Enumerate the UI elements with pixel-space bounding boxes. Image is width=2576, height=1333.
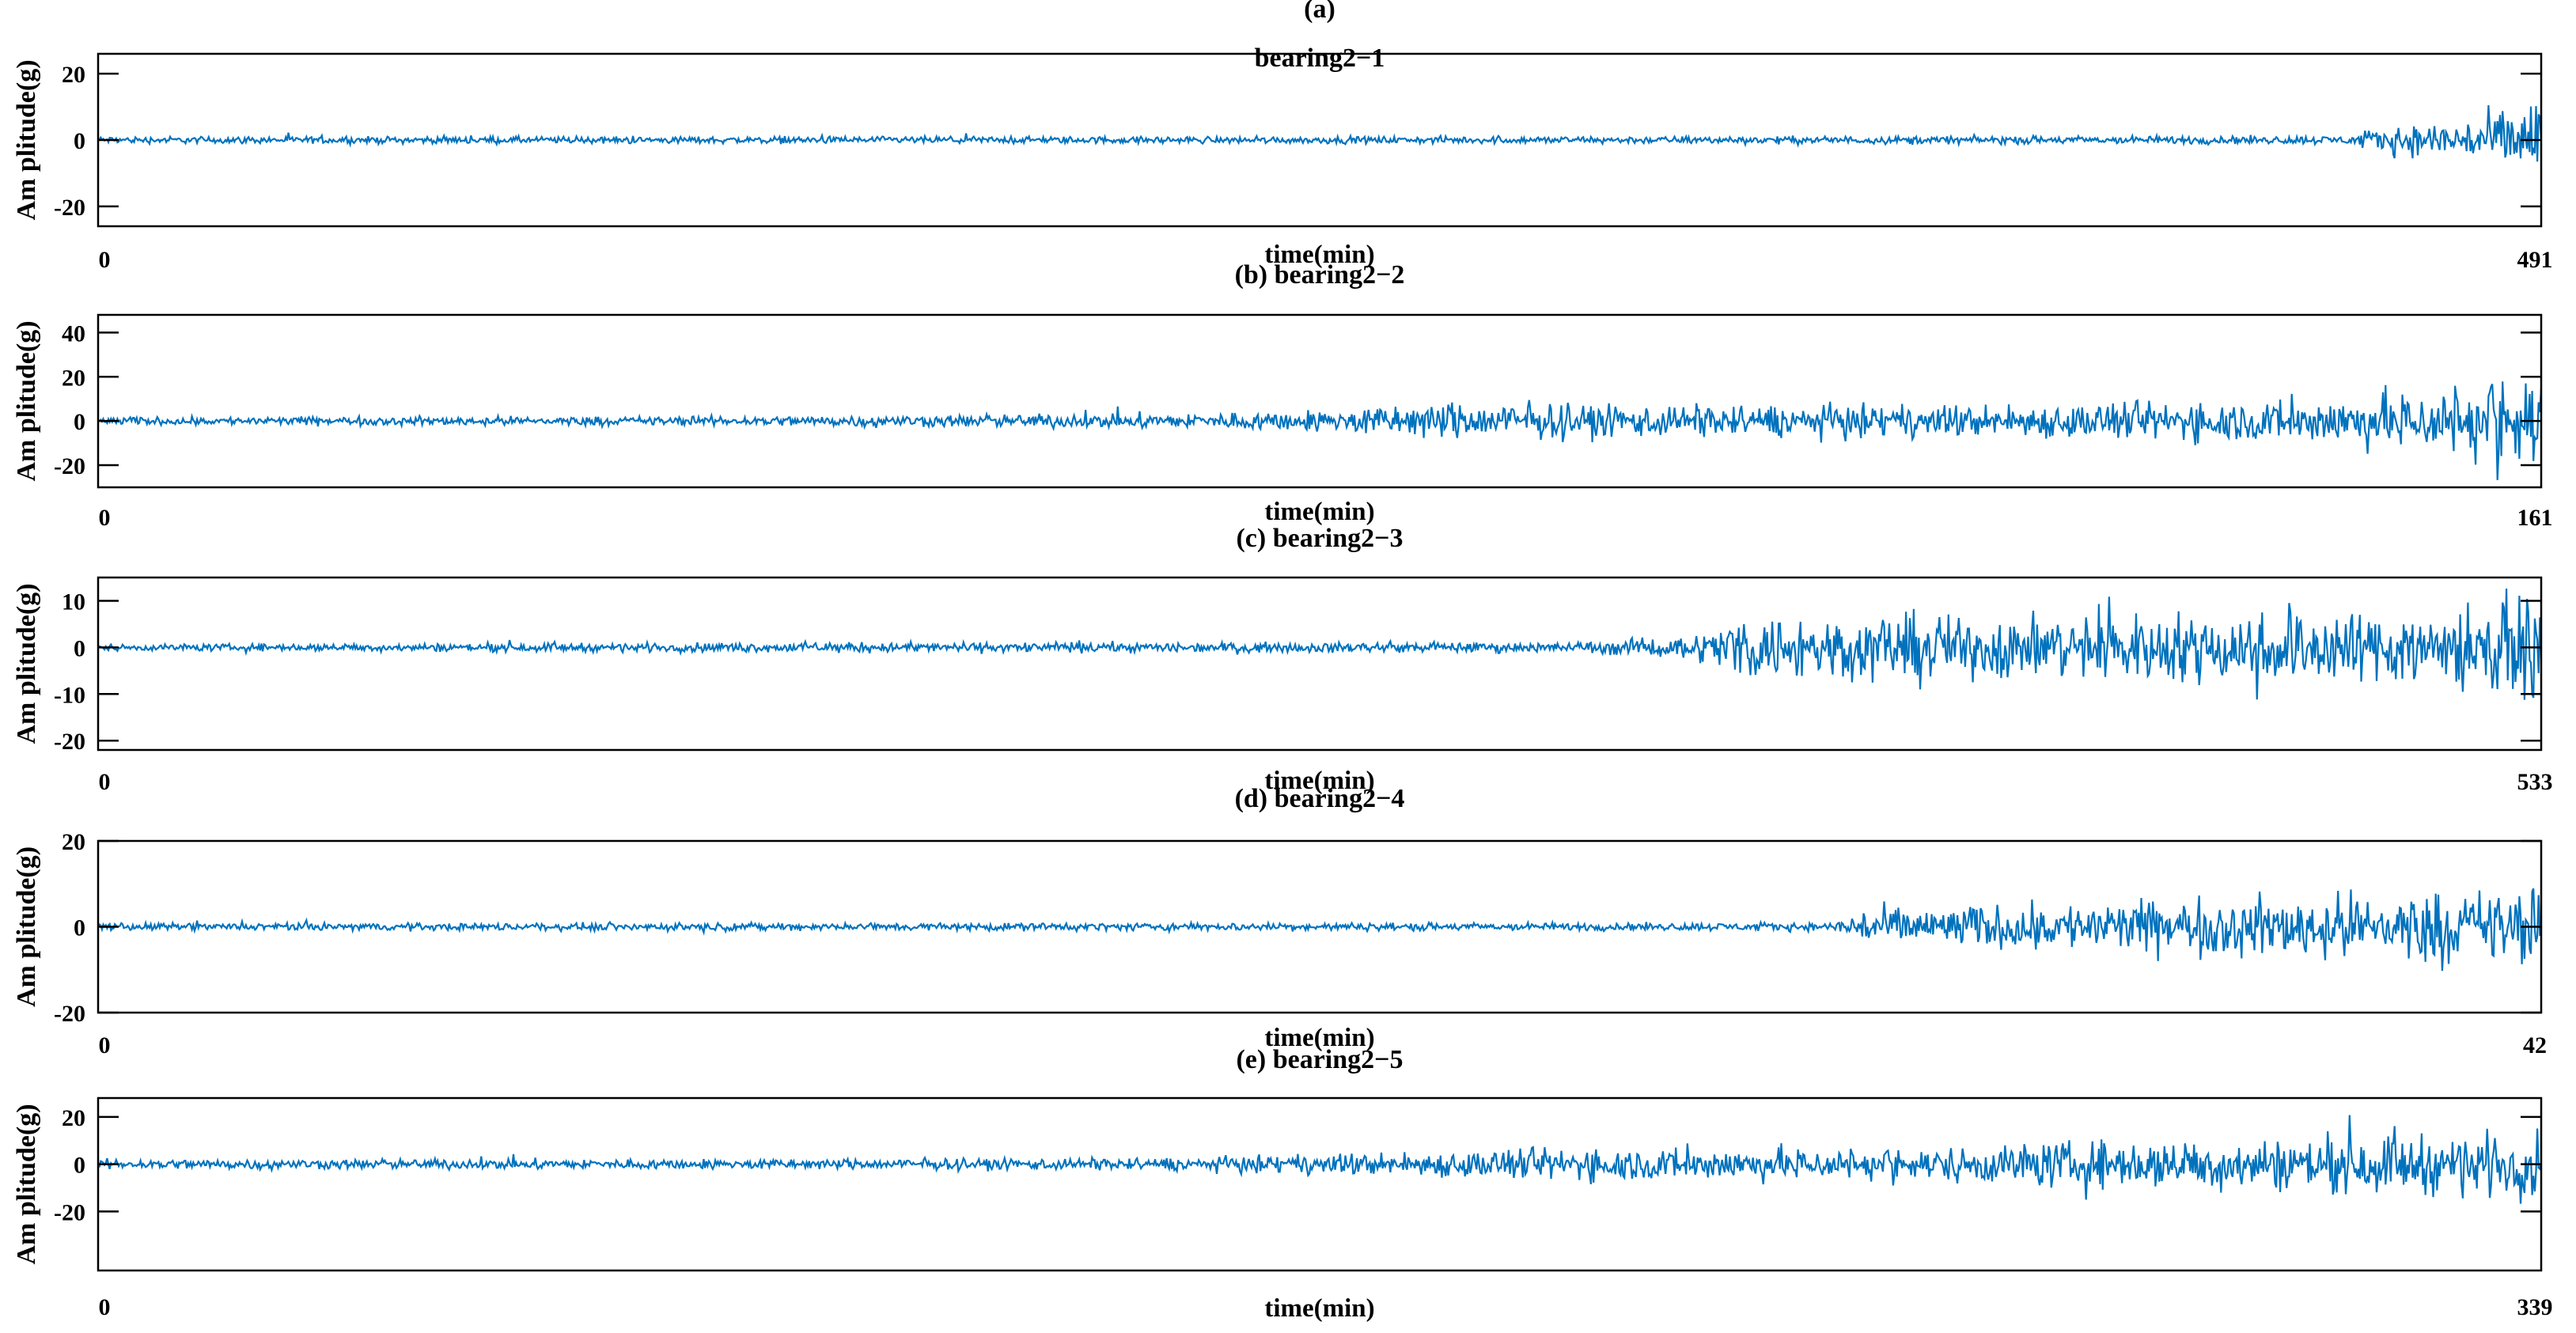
y-tick-label-4-2: 20 <box>62 829 85 855</box>
signal-line-2 <box>98 381 2541 480</box>
x-tick-label-start-2: 0 <box>99 505 111 531</box>
signal-line-5 <box>98 1115 2541 1204</box>
y-tick-label-4-0: -20 <box>54 1001 85 1027</box>
panel-title-4: (d) bearing2−4 <box>1235 784 1405 813</box>
x-tick-label-end-4: 42 <box>2523 1032 2547 1058</box>
y-axis-label-2: Am plitude(g) <box>12 320 41 481</box>
y-axis-label-3: Am plitude(g) <box>12 583 41 744</box>
x-tick-label-end-1: 491 <box>2517 247 2553 273</box>
x-tick-label-end-5: 339 <box>2517 1294 2553 1320</box>
panel-title-2: (b) bearing2−2 <box>1235 260 1405 290</box>
y-tick-label-3-2: 0 <box>74 635 85 661</box>
x-tick-label-start-4: 0 <box>99 1032 111 1058</box>
y-tick-label-3-1: -10 <box>54 682 85 708</box>
signal-line-4 <box>98 888 2541 971</box>
y-tick-label-1-0: -20 <box>54 195 85 221</box>
x-tick-label-end-2: 161 <box>2517 505 2553 531</box>
y-tick-label-2-3: 40 <box>62 320 85 347</box>
y-tick-label-1-2: 20 <box>62 62 85 88</box>
plot-frame-5 <box>97 1096 2543 1272</box>
x-tick-label-end-3: 533 <box>2517 769 2553 795</box>
x-axis-label-2: time(min) <box>1264 498 1374 526</box>
panel-title-1: (a) <box>1304 0 1335 24</box>
y-tick-label-4-1: 0 <box>74 915 85 941</box>
x-axis-label-3: time(min) <box>1264 767 1374 795</box>
y-tick-label-2-1: 0 <box>74 409 85 435</box>
y-tick-label-3-3: 10 <box>62 589 85 615</box>
y-tick-label-5-0: -20 <box>54 1199 85 1225</box>
x-axis-label-1: time(min) <box>1264 240 1374 269</box>
x-axis-label-4: time(min) <box>1264 1024 1374 1052</box>
x-tick-label-start-3: 0 <box>99 769 111 795</box>
plot-frame-2 <box>97 313 2543 489</box>
y-tick-label-1-1: 0 <box>74 128 85 154</box>
y-axis-label-4: Am plitude(g) <box>12 846 41 1007</box>
y-tick-label-2-0: -20 <box>54 453 85 479</box>
panel-subtitle-1: bearing2−1 <box>1255 44 1385 73</box>
y-tick-label-2-2: 20 <box>62 365 85 391</box>
y-tick-label-5-2: 20 <box>62 1105 85 1131</box>
y-tick-label-3-0: -20 <box>54 729 85 755</box>
signal-line-3 <box>98 588 2541 700</box>
x-tick-label-start-1: 0 <box>99 247 111 273</box>
panel-title-3: (c) bearing2−3 <box>1236 524 1403 553</box>
y-tick-label-5-1: 0 <box>74 1153 85 1179</box>
plot-frame-3 <box>97 576 2543 752</box>
x-axis-label-5: time(min) <box>1264 1294 1374 1323</box>
x-tick-label-start-5: 0 <box>99 1294 111 1320</box>
signal-line-1 <box>98 104 2541 162</box>
y-axis-label-1: Am plitude(g) <box>12 59 41 220</box>
panel-title-5: (e) bearing2−5 <box>1236 1045 1403 1074</box>
y-axis-label-5: Am plitude(g) <box>12 1104 41 1264</box>
